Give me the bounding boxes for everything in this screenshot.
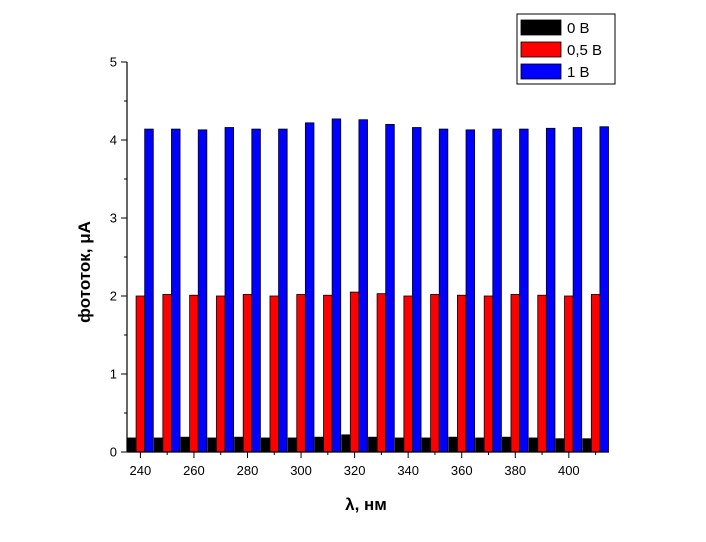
bar-s0-390	[528, 437, 539, 453]
legend: 0 В 0,5 В 1 В	[516, 13, 616, 85]
bar-s2-330	[385, 124, 395, 453]
bar-s2-310	[331, 118, 342, 453]
bar-s0-410	[582, 438, 592, 453]
x-tick-label: 400	[558, 463, 580, 478]
bar-s0-240	[127, 437, 137, 453]
bar-s2-410	[599, 126, 609, 453]
bar-s0-340	[394, 437, 405, 453]
bar-s2-240	[144, 128, 154, 453]
bar-s1-320	[349, 291, 360, 453]
x-axis-label: λ, нм	[345, 495, 387, 514]
bar-s2-340	[412, 127, 422, 453]
bar-s0-320	[341, 434, 351, 453]
legend-label-0: 0 В	[567, 20, 590, 37]
bar-s0-290	[260, 437, 271, 453]
bar-s1-380	[510, 294, 520, 453]
bar-s0-370	[475, 437, 485, 453]
bar-s1-290	[269, 295, 279, 453]
legend-swatch-1	[520, 41, 562, 58]
bar-s0-250	[153, 437, 164, 453]
bar-s2-300	[304, 122, 315, 453]
x-tick-label: 240	[130, 463, 152, 478]
bar-s2-270	[224, 127, 235, 453]
bar-s0-270	[207, 437, 217, 453]
bar-s2-260	[197, 129, 208, 453]
bar-s1-330	[376, 293, 387, 453]
bar-s0-280	[234, 436, 244, 453]
y-tick-label: 4	[110, 133, 117, 148]
x-tick-label: 300	[290, 463, 312, 478]
legend-label-2: 1 В	[567, 64, 590, 81]
bar-s1-390	[537, 294, 547, 453]
legend-swatch-2	[520, 63, 562, 80]
bar-s1-270	[216, 295, 226, 453]
bar-s2-380	[519, 128, 529, 453]
bar-s0-330	[368, 436, 378, 453]
bar-s2-280	[251, 128, 261, 453]
y-axis-label: фототок, μA	[75, 221, 94, 323]
x-tick-label: 260	[183, 463, 205, 478]
bar-s0-310	[314, 436, 324, 453]
bar-s1-400	[564, 295, 574, 453]
bar-s1-300	[296, 294, 306, 453]
axes-layer: 0 1 2 3 4 5 240 260 280 300 320 340 360 380 400	[110, 55, 609, 478]
bar-s1-410	[590, 294, 601, 453]
bar-s2-250	[171, 128, 181, 453]
legend-label-1: 0,5 В	[567, 42, 602, 59]
bar-s0-260	[180, 436, 191, 453]
bar-s1-350	[430, 294, 440, 453]
x-tick-label: 320	[344, 463, 366, 478]
bar-s2-370	[492, 128, 502, 453]
bar-s1-340	[403, 295, 413, 453]
x-tick-label: 340	[397, 463, 419, 478]
bar-s1-240	[135, 295, 146, 453]
bar-s0-300	[287, 437, 298, 453]
bar-s1-250	[162, 294, 172, 453]
y-tick-label: 1	[110, 367, 117, 382]
bar-s2-390	[545, 127, 556, 453]
bar-s2-400	[572, 127, 583, 453]
legend-swatch-0	[520, 19, 562, 36]
x-tick-label: 360	[451, 463, 473, 478]
bars-layer	[127, 118, 609, 453]
bar-s1-260	[189, 294, 199, 453]
y-tick-label: 0	[110, 445, 117, 460]
bar-s2-290	[278, 128, 288, 453]
bar-s0-350	[421, 437, 432, 453]
bar-s0-360	[448, 436, 458, 453]
y-tick-label: 5	[110, 55, 117, 70]
bar-s1-360	[457, 294, 467, 453]
y-tick-label: 3	[110, 211, 117, 226]
bar-s1-310	[323, 294, 333, 453]
bar-s2-320	[358, 119, 368, 453]
x-tick-label: 280	[237, 463, 259, 478]
bar-s1-370	[483, 295, 494, 453]
bar-s2-350	[438, 128, 449, 453]
bar-s2-360	[465, 129, 476, 453]
bar-s0-400	[555, 438, 565, 453]
x-tick-label: 380	[504, 463, 526, 478]
bar-s1-280	[242, 294, 253, 453]
bar-s0-380	[501, 436, 512, 453]
y-tick-label: 2	[110, 289, 117, 304]
